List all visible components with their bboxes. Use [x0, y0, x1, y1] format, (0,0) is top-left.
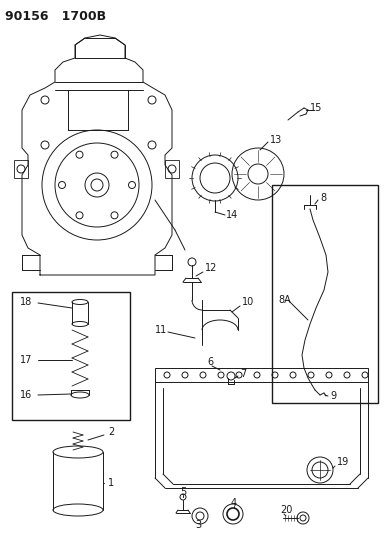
Text: 8: 8: [320, 193, 326, 203]
Text: 1: 1: [108, 478, 114, 488]
Text: 4: 4: [231, 498, 237, 508]
Text: 9: 9: [330, 391, 336, 401]
Text: 20: 20: [280, 505, 292, 515]
Text: 7: 7: [240, 369, 246, 379]
Text: 13: 13: [270, 135, 282, 145]
Text: 12: 12: [205, 263, 218, 273]
Text: 90156   1700B: 90156 1700B: [5, 10, 106, 23]
Text: 3: 3: [195, 520, 201, 530]
Bar: [14, 160, 28, 178]
Bar: [12, 292, 130, 420]
Text: 8A: 8A: [278, 295, 291, 305]
Text: 5: 5: [180, 487, 186, 497]
Text: 2: 2: [108, 427, 114, 437]
Text: 6: 6: [207, 357, 213, 367]
Text: 11: 11: [155, 325, 167, 335]
Bar: [272, 185, 378, 403]
Text: 14: 14: [226, 210, 238, 220]
Text: 16: 16: [20, 390, 32, 400]
Text: 15: 15: [310, 103, 322, 113]
Bar: [165, 160, 179, 178]
Bar: [155, 368, 368, 382]
Text: 17: 17: [20, 355, 32, 365]
Text: 19: 19: [337, 457, 349, 467]
Text: 10: 10: [242, 297, 254, 307]
Text: 18: 18: [20, 297, 32, 307]
